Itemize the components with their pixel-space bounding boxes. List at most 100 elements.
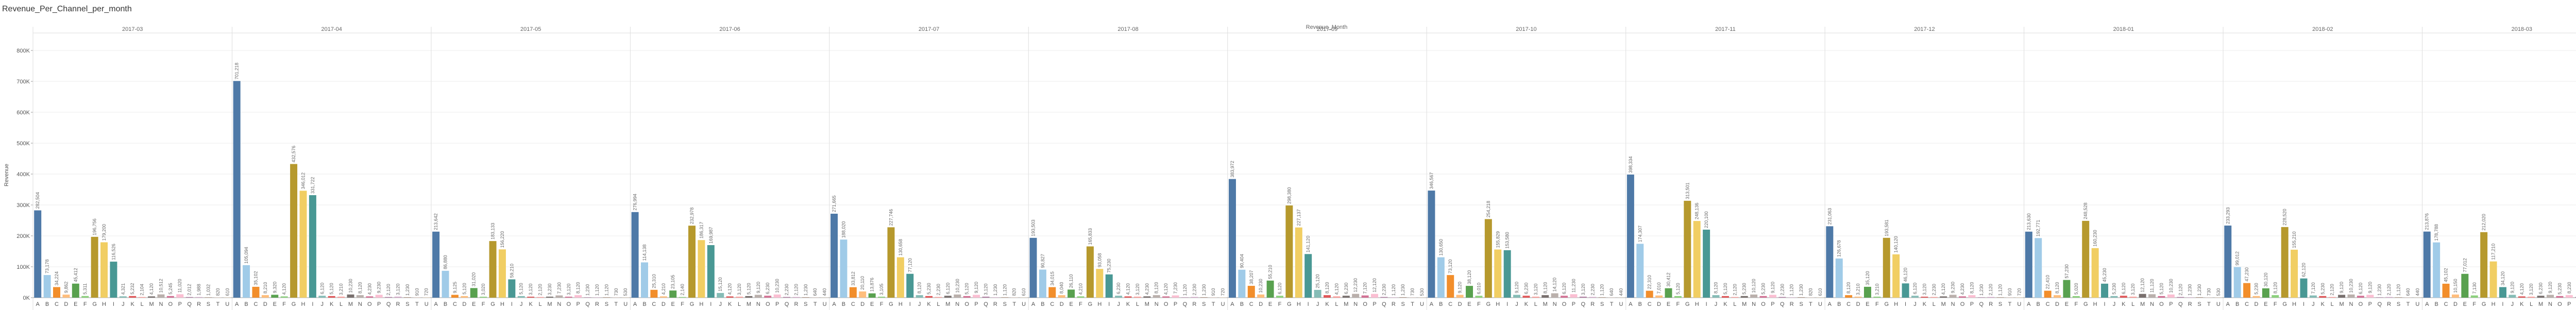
bar bbox=[252, 286, 260, 298]
data-label: 10,230 bbox=[348, 279, 353, 293]
bar bbox=[72, 283, 79, 298]
data-label: 5,311 bbox=[82, 283, 88, 295]
x-tick-label: C bbox=[55, 301, 59, 307]
x-tick-label: G bbox=[690, 301, 694, 307]
x-tick-label: I bbox=[511, 301, 513, 307]
data-label: 1,120 bbox=[595, 284, 600, 296]
data-label: 6,120 bbox=[2358, 283, 2363, 295]
bar bbox=[1115, 296, 1123, 298]
x-tick-label: O bbox=[1761, 301, 1766, 307]
bar bbox=[205, 297, 212, 298]
x-tick-label: M bbox=[945, 301, 950, 307]
x-tick-label: G bbox=[1486, 301, 1491, 307]
data-label: 13,876 bbox=[870, 278, 875, 292]
bar bbox=[726, 296, 734, 298]
bar bbox=[1665, 288, 1672, 298]
data-label: 2,120 bbox=[2178, 284, 2183, 296]
x-tick-label: D bbox=[1458, 301, 1462, 307]
bar bbox=[442, 270, 449, 298]
x-tick-label: B bbox=[1837, 301, 1841, 307]
data-label: 178,788 bbox=[2434, 224, 2439, 241]
data-label: 3,120 bbox=[1922, 284, 1927, 296]
x-tick-label: D bbox=[462, 301, 466, 307]
bar bbox=[935, 297, 942, 298]
data-label: 9,230 bbox=[1951, 282, 1956, 294]
x-tick-label: O bbox=[1363, 301, 1367, 307]
x-tick-label: A bbox=[1629, 301, 1633, 307]
bar bbox=[565, 297, 572, 298]
bar bbox=[2054, 295, 2061, 298]
data-label: 640 bbox=[2405, 288, 2411, 296]
x-tick-label: K bbox=[131, 301, 135, 307]
x-tick-label: K bbox=[2122, 301, 2126, 307]
bar bbox=[2196, 297, 2204, 298]
data-label: 8,120 bbox=[1543, 282, 1548, 294]
data-label: 11,230 bbox=[1571, 279, 1576, 292]
x-tick-label: P bbox=[1771, 301, 1774, 307]
data-label: 2,120 bbox=[2330, 284, 2335, 296]
x-tick-label: C bbox=[851, 301, 855, 307]
bar bbox=[1854, 297, 1862, 298]
data-label: 910 bbox=[1211, 288, 1216, 296]
x-tick-label: A bbox=[1031, 301, 1036, 307]
x-tick-label: L bbox=[1933, 301, 1936, 307]
x-tick-label: T bbox=[1809, 301, 1812, 307]
bar bbox=[1996, 297, 2004, 298]
bar bbox=[2489, 261, 2497, 298]
bar bbox=[1172, 295, 1179, 298]
x-tick-label: K bbox=[1126, 301, 1130, 307]
x-tick-label: G bbox=[92, 301, 97, 307]
data-label: 30,412 bbox=[1666, 272, 1671, 287]
bar bbox=[1712, 295, 1720, 298]
data-label: 5,120 bbox=[1675, 283, 1681, 295]
x-tick-label: E bbox=[870, 301, 874, 307]
x-tick-label: U bbox=[225, 301, 229, 307]
bar bbox=[2110, 296, 2118, 298]
bar bbox=[148, 296, 156, 298]
bar bbox=[688, 226, 696, 298]
y-tick-label: 300K bbox=[16, 202, 30, 209]
bar bbox=[1210, 297, 1217, 298]
data-label: 8,120 bbox=[1325, 282, 1330, 294]
data-label: 5,120 bbox=[519, 283, 524, 295]
bar bbox=[432, 231, 440, 298]
data-label: 11,020 bbox=[177, 279, 182, 293]
data-label: 4,120 bbox=[1334, 283, 1339, 295]
data-label: 2,012 bbox=[187, 284, 192, 296]
x-tick-label: Q bbox=[984, 301, 988, 307]
data-label: 1,230 bbox=[803, 284, 808, 296]
data-label: 1,230 bbox=[405, 284, 410, 296]
x-tick-label: B bbox=[642, 301, 646, 307]
column-header: 2017-05 bbox=[520, 26, 541, 32]
data-label: 8,120 bbox=[2273, 282, 2278, 294]
bar bbox=[489, 241, 497, 298]
data-label: 8,120 bbox=[1154, 282, 1159, 294]
x-tick-label: U bbox=[2415, 301, 2419, 307]
bar bbox=[1579, 297, 1587, 298]
x-tick-label: U bbox=[1818, 301, 1822, 307]
x-tick-label: M bbox=[2538, 301, 2543, 307]
data-label: 2,120 bbox=[2386, 284, 2392, 296]
data-label: 10,120 bbox=[1751, 279, 1756, 293]
bar bbox=[802, 297, 809, 298]
x-tick-label: N bbox=[756, 301, 760, 307]
bar bbox=[157, 294, 165, 298]
x-tick-label: N bbox=[955, 301, 959, 307]
x-tick-label: L bbox=[937, 301, 940, 307]
x-tick-label: G bbox=[1088, 301, 1093, 307]
x-tick-label: S bbox=[804, 301, 807, 307]
x-tick-label: H bbox=[1297, 301, 1301, 307]
x-tick-label: Q bbox=[1979, 301, 1984, 307]
bar bbox=[954, 294, 961, 298]
y-axis-title: Revenue bbox=[4, 164, 10, 186]
x-tick-label: I bbox=[1108, 301, 1110, 307]
x-tick-label: R bbox=[396, 301, 400, 307]
x-tick-label: N bbox=[2150, 301, 2154, 307]
data-label: 34,015 bbox=[1049, 271, 1055, 286]
x-tick-label: B bbox=[2037, 301, 2040, 307]
data-label: 640 bbox=[1609, 288, 1614, 296]
x-tick-label: J bbox=[1117, 301, 1120, 307]
x-tick-label: L bbox=[2530, 301, 2533, 307]
data-label: 10,230 bbox=[955, 279, 960, 293]
bar bbox=[679, 297, 686, 298]
